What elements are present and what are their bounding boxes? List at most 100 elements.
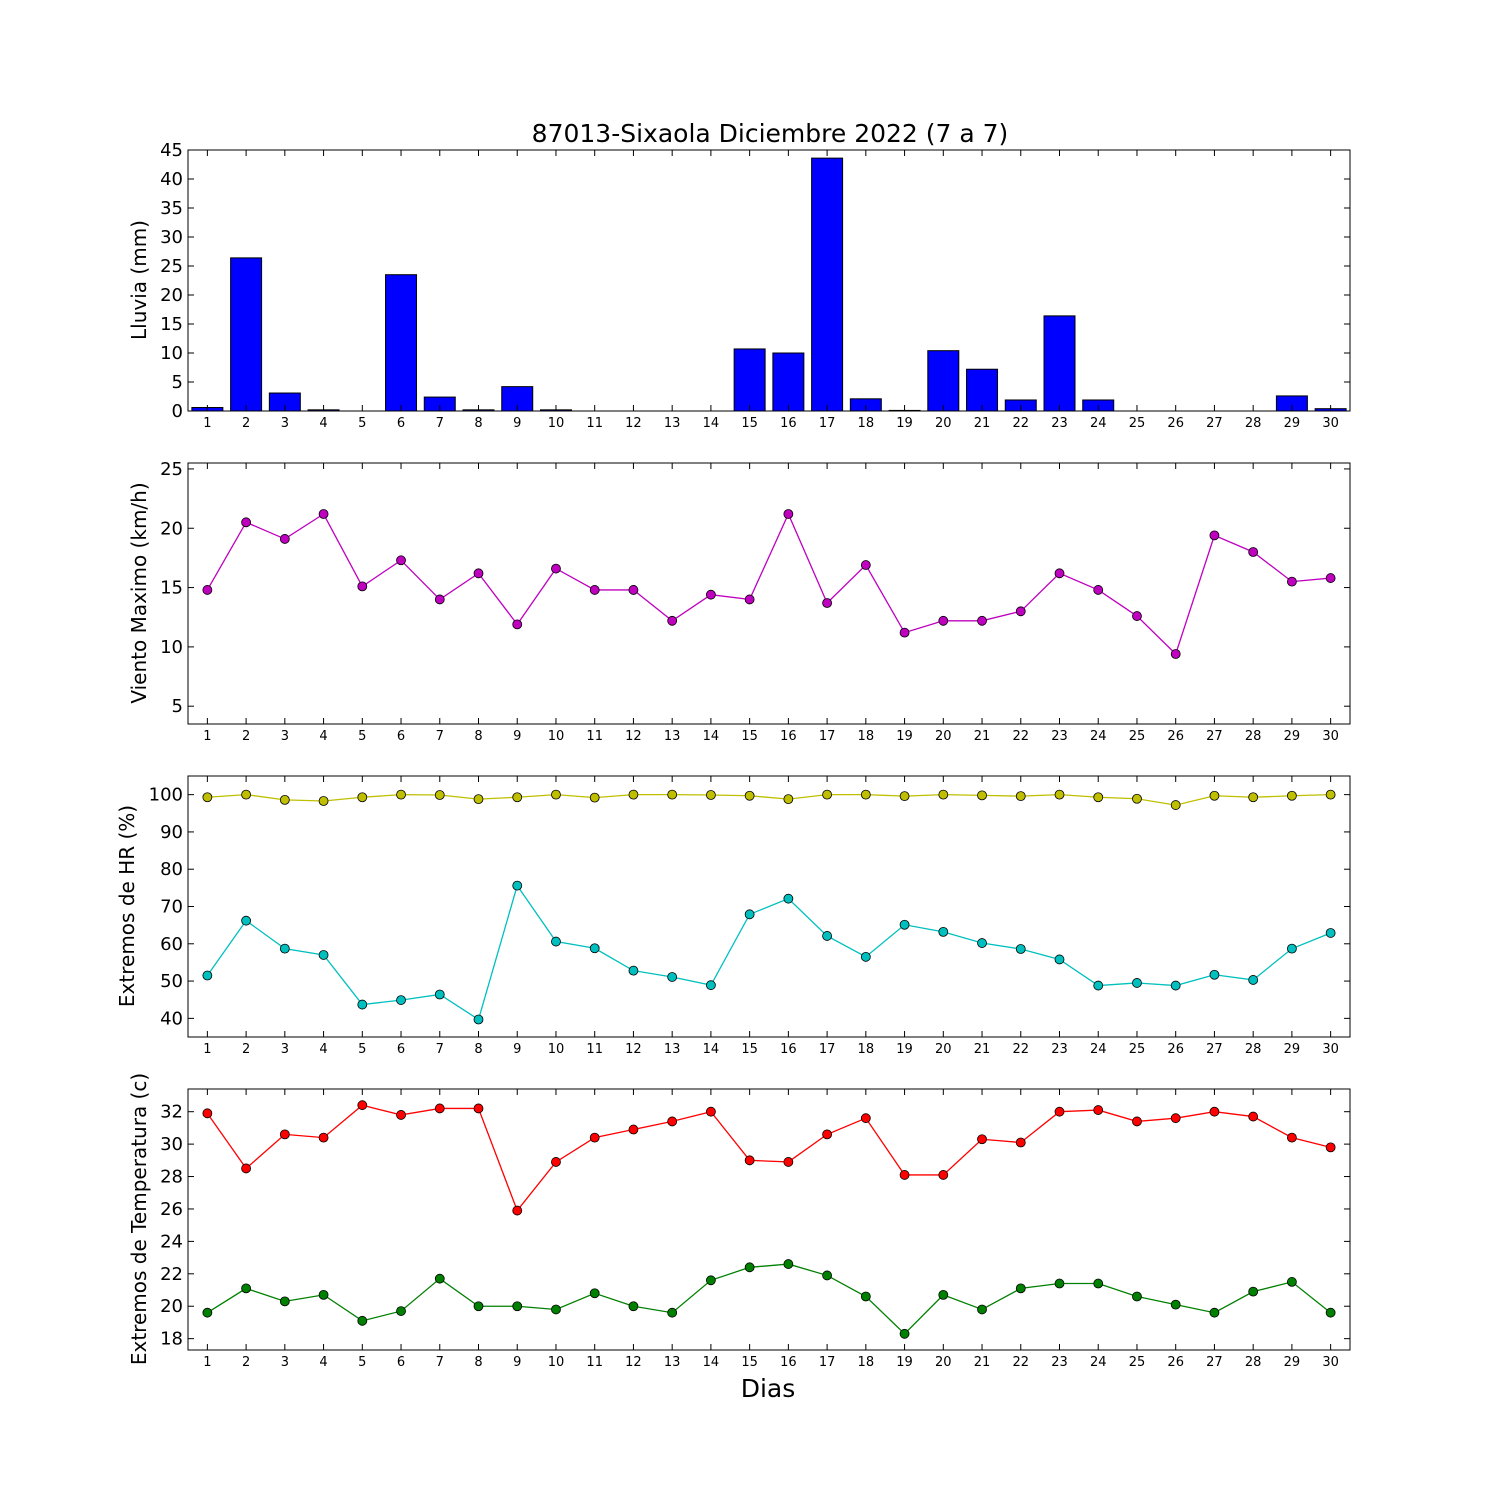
humidity-series-1-point-day-1: [202, 970, 213, 981]
humidity-xtick-label: 15: [741, 1042, 758, 1057]
humidity-series-0-point-day-30: [1325, 789, 1336, 800]
humidity-xtick-label: 13: [664, 1042, 681, 1057]
rain-ytick-label: 15: [160, 314, 183, 335]
wind-series-0-point-day-10: [551, 563, 561, 574]
wind-ytick-label: 10: [160, 637, 183, 658]
temperature-series-0-point-day-25: [1132, 1116, 1142, 1127]
wind-series-0-point-day-27: [1209, 530, 1220, 541]
temperature-series-0-point-day-27: [1209, 1106, 1220, 1117]
temperature-ytick-label: 22: [160, 1264, 183, 1285]
temperature-xtick-label: 19: [896, 1355, 913, 1370]
temperature-series-1-point-day-18: [860, 1291, 871, 1302]
temperature-xtick-label: 18: [858, 1355, 875, 1370]
temperature-series-1-point-day-17: [822, 1270, 832, 1281]
temperature-axes-frame: [187, 1088, 1351, 1351]
rain-bar-day-17: [811, 157, 844, 412]
humidity-ytick-label: 40: [160, 1008, 183, 1029]
humidity-series-0-point-day-4: [318, 796, 329, 806]
temperature-series-1-point-day-2: [241, 1283, 252, 1294]
humidity-xtick-label: 1: [203, 1042, 211, 1057]
humidity-series-0-point-day-16: [783, 794, 794, 805]
humidity-series-1-point-day-26: [1170, 980, 1181, 991]
temperature-ytick-label: 30: [160, 1134, 183, 1155]
wind-xtick-label: 1: [203, 729, 211, 744]
temperature-xtick-label: 15: [741, 1355, 758, 1370]
rain-xtick-label: 7: [436, 416, 444, 431]
humidity-xtick-label: 26: [1167, 1042, 1184, 1057]
wind-series-0-point-day-19: [899, 627, 910, 638]
wind-ytick-label: 20: [160, 518, 183, 539]
rain-xtick-label: 23: [1051, 416, 1068, 431]
wind-series-0-point-day-2: [241, 517, 252, 528]
temperature-xtick-label: 12: [625, 1355, 642, 1370]
humidity-series-0-point-day-6: [396, 789, 406, 800]
temperature-series-0-point-day-18: [860, 1113, 871, 1124]
temperature-series-0-point-day-6: [396, 1110, 406, 1120]
temperature-series-0-point-day-23: [1054, 1106, 1065, 1117]
humidity-xtick-label: 24: [1090, 1042, 1107, 1057]
wind-series-0-point-day-18: [860, 560, 871, 570]
wind-xtick-label: 18: [858, 729, 875, 744]
temperature-series-1-point-day-13: [667, 1307, 678, 1318]
temperature-series-1-point-day-14: [706, 1275, 716, 1286]
humidity-series-0-point-day-3: [279, 794, 290, 805]
wind-series-0-point-day-14: [706, 589, 716, 600]
temperature-series-0-point-day-8: [473, 1103, 484, 1114]
y-axis-label-wind: Viento Maximo (km/h): [127, 482, 151, 703]
humidity-series-0-point-day-8: [473, 794, 484, 805]
temperature-series-1-point-day-11: [589, 1288, 600, 1299]
y-axis-label-rain: Lluvia (mm): [127, 220, 151, 340]
wind-xtick-label: 21: [974, 729, 991, 744]
temperature-ytick-label: 18: [160, 1329, 183, 1350]
temperature-series-0-point-day-21: [977, 1134, 987, 1145]
wind-series-0-point-day-6: [396, 555, 406, 566]
temperature-xtick-label: 11: [586, 1355, 603, 1370]
temperature-xtick-label: 20: [935, 1355, 952, 1370]
temperature-xtick-label: 4: [319, 1355, 327, 1370]
humidity-series-0-point-day-1: [202, 792, 213, 803]
temperature-xtick-label: 14: [703, 1355, 720, 1370]
temperature-xtick-label: 6: [397, 1355, 405, 1370]
humidity-series-0-point-day-17: [822, 789, 832, 800]
temperature-series-0-point-day-11: [589, 1132, 600, 1143]
humidity-series-1-point-day-19: [899, 919, 910, 930]
humidity-series-1-point-day-11: [589, 943, 600, 954]
wind-series-0-point-day-24: [1093, 585, 1104, 595]
temperature-series-1-point-day-30: [1325, 1307, 1336, 1318]
wind-series-0-point-day-26: [1170, 649, 1181, 659]
wind-xtick-label: 16: [780, 729, 797, 744]
wind-series-0-point-day-3: [279, 534, 290, 544]
humidity-xtick-label: 8: [474, 1042, 482, 1057]
humidity-xtick-label: 2: [242, 1042, 250, 1057]
temperature-series-0-line: [206, 1104, 1331, 1212]
wind-xtick-label: 14: [703, 729, 720, 744]
humidity-series-0-point-day-18: [860, 789, 871, 800]
rain-xtick-label: 22: [1012, 416, 1029, 431]
temperature-series-0-point-day-29: [1287, 1132, 1297, 1143]
humidity-xtick-label: 7: [436, 1042, 444, 1057]
temperature-xtick-label: 7: [436, 1355, 444, 1370]
humidity-series-0-point-day-21: [977, 790, 987, 801]
rain-xtick-label: 30: [1322, 416, 1339, 431]
wind-xtick-label: 7: [436, 729, 444, 744]
humidity-series-0-point-day-20: [938, 789, 949, 800]
humidity-series-0-point-day-7: [434, 790, 445, 800]
temperature-xtick-label: 9: [513, 1355, 521, 1370]
rain-xtick-label: 16: [780, 416, 797, 431]
temperature-series-1-point-day-29: [1287, 1277, 1297, 1287]
rain-xtick-label: 25: [1129, 416, 1146, 431]
humidity-xtick-label: 9: [513, 1042, 521, 1057]
wind-xtick-label: 30: [1322, 729, 1339, 744]
humidity-ytick-label: 100: [149, 785, 183, 806]
temperature-series-1-point-day-23: [1054, 1278, 1065, 1289]
rain-bar-day-20: [927, 350, 960, 412]
humidity-xtick-label: 25: [1129, 1042, 1146, 1057]
rain-xtick-label: 10: [548, 416, 565, 431]
temperature-series-0-point-day-14: [706, 1106, 716, 1117]
humidity-ytick-label: 80: [160, 859, 183, 880]
temperature-series-1-point-day-15: [744, 1262, 755, 1273]
humidity-xtick-label: 11: [586, 1042, 603, 1057]
wind-series-0-point-day-22: [1015, 606, 1026, 617]
temperature-panel: Extremos de Temperatura (c) 182022242628…: [127, 1073, 1351, 1370]
